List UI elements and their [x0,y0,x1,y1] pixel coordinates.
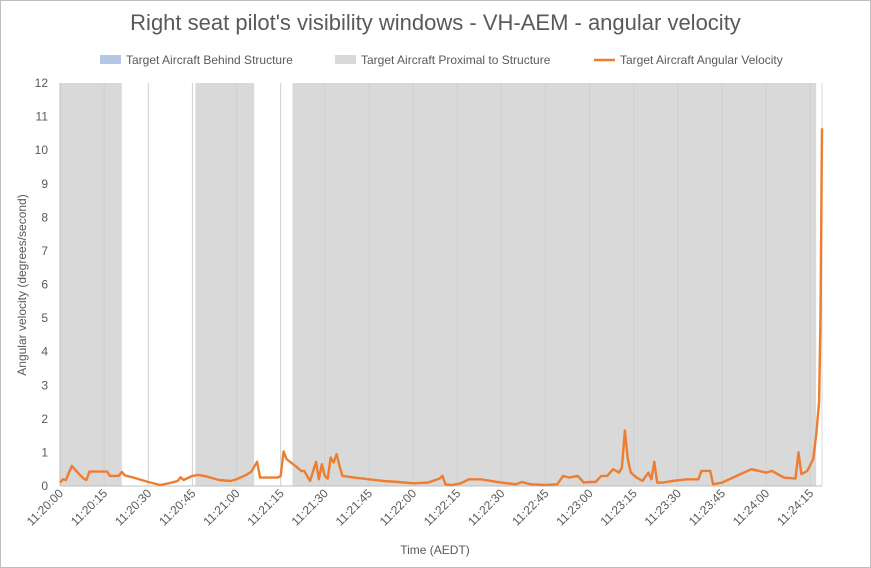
proximal-band-1 [195,83,255,486]
x-tick-label: 11:22:00 [377,486,420,529]
y-tick-label: 0 [41,479,48,493]
visibility-bands [60,83,817,486]
y-tick-label: 3 [41,378,48,392]
y-tick-label: 12 [35,76,49,90]
x-tick-label: 11:22:45 [509,486,552,529]
y-axis-title: Angular velocity (degrees/second) [15,194,29,375]
angular-velocity-series [59,128,824,487]
x-tick-label: 11:21:45 [333,486,376,529]
series-line-0 [59,128,824,487]
y-tick-label: 5 [41,311,48,325]
x-axis-title: Time (AEDT) [400,543,470,557]
x-tick-label: 11:24:00 [730,486,773,529]
legend-swatch-1 [335,55,356,64]
y-tick-label: 8 [41,210,48,224]
x-tick-label: 11:22:30 [465,486,508,529]
y-tick-label: 10 [35,143,49,157]
y-tick-label: 2 [41,412,48,426]
x-tick-label: 11:20:15 [68,486,111,529]
x-tick-label: 11:21:30 [289,486,332,529]
x-tick-label: 11:21:15 [244,486,287,529]
legend: Target Aircraft Behind Structure Target A… [100,53,783,67]
x-tick-label: 11:21:00 [200,486,243,529]
x-tick-label: 11:22:15 [421,486,464,529]
x-tick-label: 11:23:00 [553,486,596,529]
legend-label-0: Target Aircraft Behind Structure [126,53,293,67]
x-tick-label: 11:20:45 [156,486,199,529]
y-tick-label: 6 [41,278,48,292]
proximal-band-2 [292,83,817,486]
y-tick-label: 7 [41,244,48,258]
x-tick-label: 11:20:30 [112,486,155,529]
chart-title: Right seat pilot's visibility windows - … [130,10,741,35]
proximal-band-0 [60,83,122,486]
y-tick-label: 11 [36,110,49,124]
y-tick-label: 1 [41,445,48,459]
x-tick-label: 11:23:45 [686,486,729,529]
x-tick-label: 11:23:15 [598,486,641,529]
legend-label-1: Target Aircraft Proximal to Structure [361,53,551,67]
y-tick-label: 9 [41,177,48,191]
y-tick-label: 4 [41,345,48,359]
legend-swatch-0 [100,55,121,64]
legend-label-2: Target Aircraft Angular Velocity [620,53,783,67]
x-tick-label: 11:23:30 [642,486,685,529]
x-tick-label: 11:24:15 [774,486,817,529]
